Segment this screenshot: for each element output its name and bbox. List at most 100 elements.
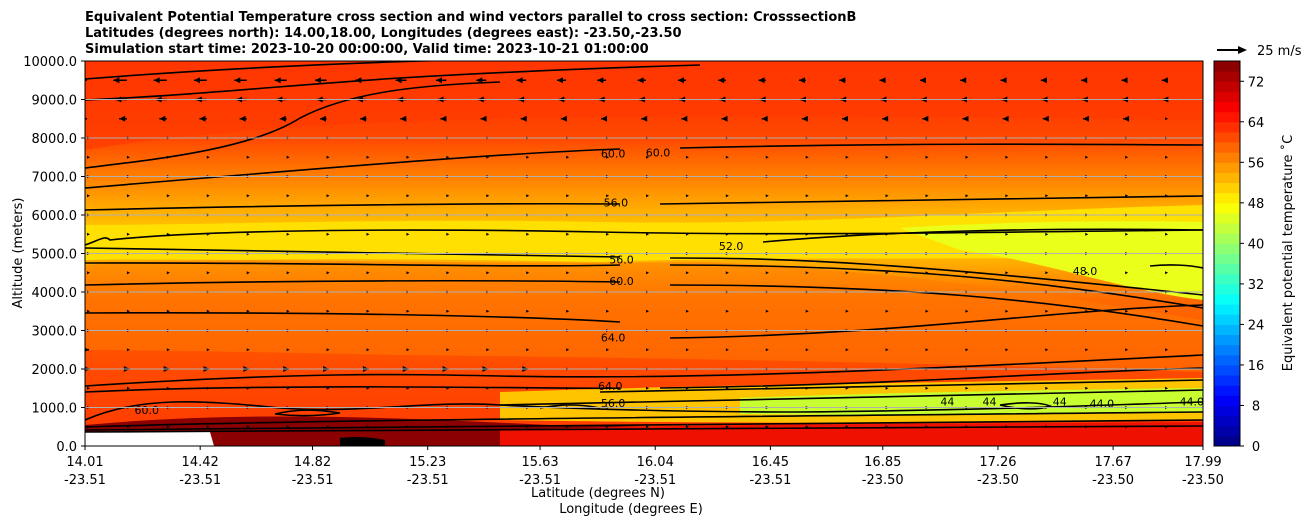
colorbar-segment: [1214, 395, 1240, 406]
y-tick-label: 5000.0: [32, 248, 78, 263]
wind-vector-head: [925, 194, 929, 198]
wind-vector-head: [153, 77, 160, 84]
y-axis: 0.0 1000.0 2000.0 3000.0 4000.0 5000.0 6000.0 7…: [23, 55, 85, 455]
wind-vector-head: [1002, 115, 1009, 122]
wind-vector-head: [885, 309, 889, 313]
x-tick-label-lon: -23.51: [749, 473, 791, 488]
wind-vector-head: [526, 309, 530, 313]
wind-vector-head: [286, 386, 290, 390]
wind-vector-head: [965, 348, 969, 352]
y-tick-label: 6000.0: [32, 209, 78, 224]
wind-vector-head: [606, 425, 610, 429]
contour-label: 60.0: [609, 275, 634, 288]
x-axis: 14.01 -23.51 14.42 -23.51 14.82 -23.51 15.23 -2…: [64, 446, 1224, 488]
wind-vector-head: [845, 309, 849, 313]
wind-vector-head: [1045, 194, 1049, 198]
contour-label: 60.0: [601, 147, 626, 160]
contour-label: 44: [1053, 396, 1067, 409]
mid-level-low-theta-region: [900, 221, 1203, 300]
wind-vector-head: [685, 271, 689, 275]
wind-vector-head: [246, 194, 250, 198]
wind-vector-head: [965, 232, 969, 236]
wind-vector-head: [286, 271, 290, 275]
wind-vector-head: [965, 425, 969, 429]
contour-line: [85, 367, 1203, 393]
colorbar-segment: [1214, 152, 1240, 163]
wind-vector-head: [641, 115, 648, 122]
wind-vector-head: [685, 386, 689, 390]
wind-vector-head: [1040, 77, 1047, 84]
colorbar-segment: [1214, 91, 1240, 103]
wind-vector-head: [486, 271, 490, 275]
wind-vector-head: [119, 115, 126, 122]
wind-vector-head: [406, 271, 410, 275]
wind-vector-head: [1005, 194, 1009, 198]
wind-vector-head: [925, 348, 929, 352]
wind-vector-head: [366, 348, 370, 352]
wind-vector-head: [199, 115, 206, 122]
wind-vector-head: [87, 194, 90, 198]
colorbar-segment: [1214, 314, 1240, 325]
wind-vector-head: [326, 232, 330, 236]
wind-vector-head: [166, 232, 170, 236]
colorbar-segment: [1214, 435, 1240, 447]
wind-vector-head: [286, 232, 290, 236]
wind-vector-head: [1085, 386, 1089, 390]
wind-vector-head: [206, 194, 210, 198]
wind-vector-head: [566, 425, 570, 429]
wind-vector-head: [326, 271, 330, 275]
y-tick-label: 0.0: [56, 440, 77, 455]
wind-vector-head: [87, 309, 90, 313]
contour-label: 60.0: [646, 147, 671, 160]
x-tick-label-lat: 17.67: [1095, 455, 1132, 470]
wind-vector-head: [406, 386, 410, 390]
colorbar-label: Equivalent potential temperature ˚C: [1280, 135, 1296, 371]
wind-vector-head: [725, 386, 729, 390]
wind-vector-head: [314, 77, 321, 84]
surface-red-band: [500, 422, 1203, 446]
wind-vector-head: [1005, 232, 1009, 236]
wind-vector-head: [685, 425, 689, 429]
wind-vector-head: [87, 425, 90, 429]
wind-vector-head: [326, 386, 330, 390]
wind-vector-head: [885, 271, 889, 275]
wind-vector-head: [677, 77, 684, 84]
wind-vector-head: [1045, 309, 1049, 313]
colorbar-segment: [1214, 111, 1240, 123]
colorbar-segment: [1214, 385, 1240, 396]
wind-vector-head: [1121, 77, 1128, 84]
wind-vector-head: [597, 77, 604, 84]
colorbar-segment: [1214, 324, 1240, 336]
wind-vector-head: [925, 155, 929, 159]
wind-vector-head: [526, 425, 530, 429]
colorbar-tick-label: 40: [1248, 237, 1265, 252]
wind-vector-head: [166, 348, 170, 352]
wind-vector-head: [1045, 155, 1049, 159]
wind-vector-head: [566, 232, 570, 236]
wind-vector-head: [960, 77, 967, 84]
wind-vector-head: [206, 232, 210, 236]
wind-vector-head: [646, 194, 649, 198]
contour-label: 44: [983, 396, 997, 409]
colorbar-tick-label: 24: [1248, 318, 1265, 333]
contour-line: [85, 247, 1203, 296]
boundary-layer-green-band: [740, 388, 1203, 416]
wind-vector-head: [1085, 232, 1089, 236]
wind-vector-head: [646, 425, 649, 429]
wind-vector-head: [765, 425, 769, 429]
x-tick-label-lat: 15.63: [521, 455, 558, 470]
wind-vector-head: [606, 194, 610, 198]
wind-vector-head: [446, 309, 450, 313]
wind-vector-head: [126, 232, 130, 236]
wind-vector-head: [919, 77, 926, 84]
wind-vector-head: [406, 348, 410, 352]
wind-vector-head: [319, 115, 326, 122]
wind-vector-head: [326, 155, 330, 159]
wind-vector-head: [1125, 232, 1129, 236]
wind-vector-head: [965, 386, 969, 390]
wind-vector-head: [1165, 194, 1169, 198]
colorbar-segment: [1214, 142, 1240, 153]
x-tick-label-lat: 16.45: [752, 455, 789, 470]
wind-vector-head: [360, 115, 367, 122]
wind-vector-head: [246, 309, 250, 313]
